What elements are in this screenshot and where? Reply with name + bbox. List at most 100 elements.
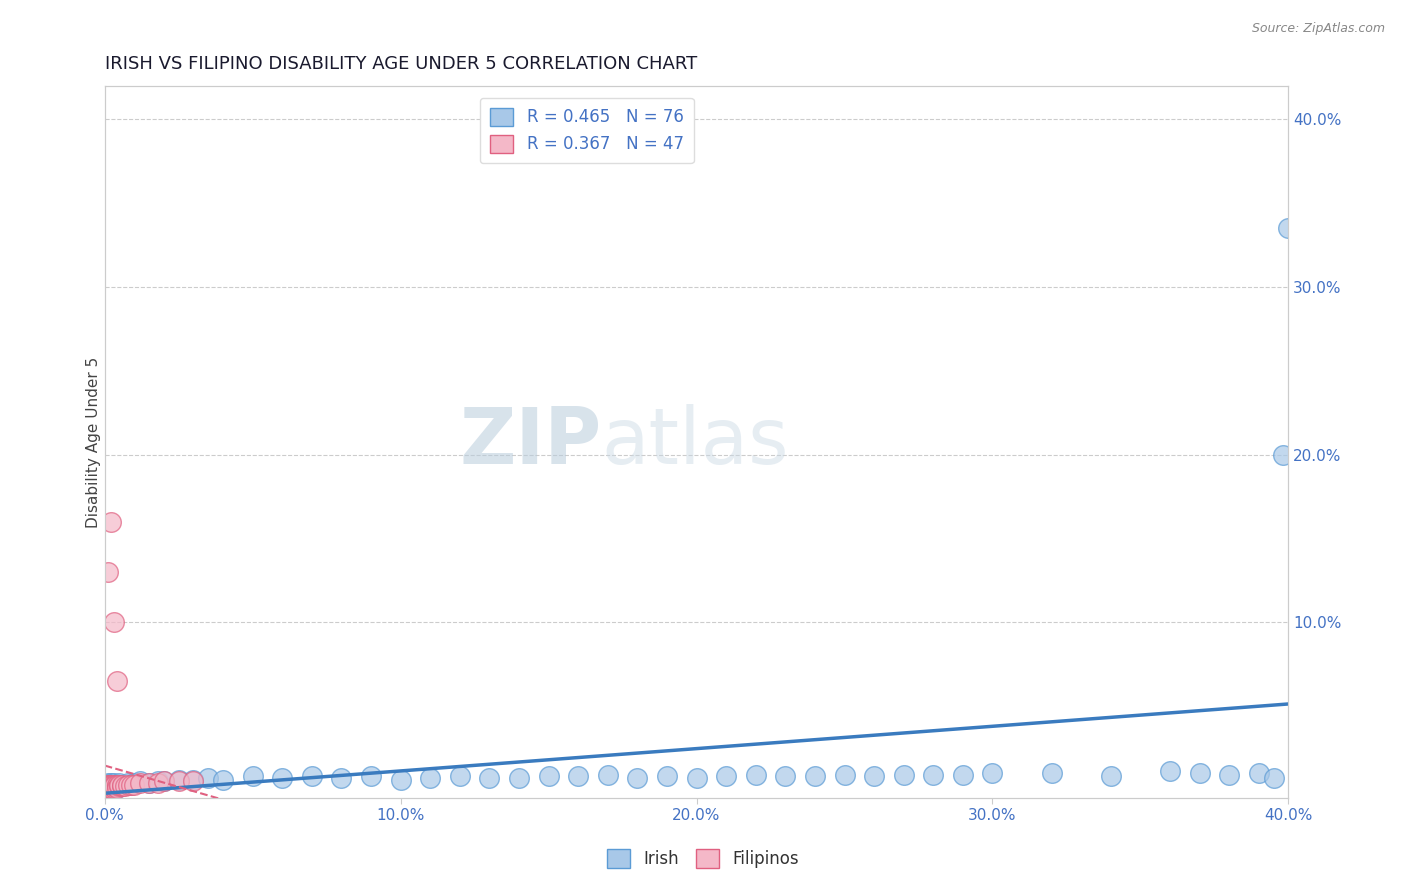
Point [893,767,915,781]
Point [1159,764,1181,779]
Point [183,772,205,787]
Point [105,780,128,794]
Point [97,780,120,794]
Point [655,769,678,783]
Point [1271,448,1294,462]
Point [1218,767,1240,781]
Point [449,769,471,783]
Point [120,778,142,792]
Point [105,778,128,792]
Point [100,778,122,792]
Legend: Irish, Filipinos: Irish, Filipinos [600,843,806,875]
Point [596,767,619,781]
Point [103,780,125,794]
Point [804,769,827,783]
Point [117,778,139,792]
Point [301,769,323,783]
Point [97,565,120,579]
Point [775,769,797,783]
Point [1247,766,1270,780]
Point [834,767,856,781]
Point [146,774,169,789]
Point [100,780,122,795]
Point [100,780,122,795]
Point [97,780,120,794]
Point [114,778,136,792]
Point [100,780,122,794]
Point [97,780,120,795]
Point [120,778,142,792]
Point [1099,769,1122,783]
Point [419,771,441,785]
Point [952,767,974,781]
Point [537,769,560,783]
Point [138,776,160,790]
Point [97,778,120,792]
Point [100,780,122,795]
Point [1188,766,1211,780]
Point [97,780,120,795]
Point [745,767,768,781]
Point [146,776,169,790]
Point [1263,771,1285,785]
Point [97,780,120,795]
Point [922,767,945,781]
Point [111,780,134,794]
Point [103,780,125,794]
Point [97,780,120,794]
Point [97,776,120,790]
Point [97,780,120,794]
Point [122,778,145,792]
Point [129,774,152,789]
Point [478,771,501,785]
Point [97,780,120,795]
Point [108,776,131,790]
Point [100,780,122,794]
Point [111,780,134,794]
Point [981,766,1004,780]
Point [1040,766,1063,780]
Point [100,776,122,790]
Point [167,774,190,789]
Point [114,780,136,794]
Point [100,780,122,794]
Point [242,769,264,783]
Legend: R = 0.465   N = 76, R = 0.367   N = 47: R = 0.465 N = 76, R = 0.367 N = 47 [479,98,693,163]
Point [111,778,134,792]
Point [129,776,152,790]
Point [97,780,120,794]
Point [360,769,382,783]
Point [567,769,589,783]
Point [97,780,120,794]
Point [103,615,125,629]
Point [626,771,648,785]
Point [97,780,120,794]
Point [108,778,131,792]
Point [685,771,707,785]
Point [212,772,235,787]
Point [108,780,131,794]
Point [103,780,125,795]
Point [508,771,530,785]
Point [103,780,125,794]
Point [97,780,120,795]
Point [117,776,139,790]
Text: atlas: atlas [602,404,789,480]
Point [97,778,120,792]
Point [97,780,120,795]
Point [153,774,176,789]
Point [100,778,122,792]
Point [97,780,120,795]
Point [271,771,294,785]
Point [183,774,205,789]
Point [105,780,128,794]
Point [97,780,120,795]
Point [100,778,122,792]
Point [97,778,120,792]
Point [167,772,190,787]
Point [97,778,120,792]
Point [105,673,128,688]
Point [714,769,737,783]
Text: IRISH VS FILIPINO DISABILITY AGE UNDER 5 CORRELATION CHART: IRISH VS FILIPINO DISABILITY AGE UNDER 5… [104,55,697,73]
Text: ZIP: ZIP [460,404,602,480]
